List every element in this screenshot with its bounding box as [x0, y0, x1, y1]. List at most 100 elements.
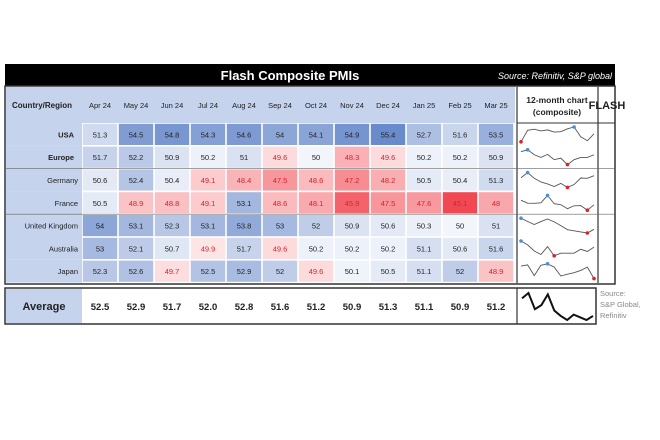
value-label: 45.1: [453, 199, 468, 208]
sparkline-min-marker: [519, 140, 523, 144]
value-label: 50.6: [93, 176, 108, 185]
value-label: 48.8: [165, 199, 180, 208]
month-header: Feb 25: [448, 101, 471, 110]
flash-header: FLASH: [589, 100, 626, 112]
month-header: Jun 24: [161, 101, 184, 110]
sparkline-min-marker: [585, 231, 590, 235]
value-label: 52.9: [237, 267, 252, 276]
value-cell: [226, 260, 262, 282]
value-label: 51.6: [453, 130, 468, 139]
value-cell: [262, 215, 298, 237]
value-cell: [478, 215, 514, 237]
value-cell: [334, 169, 370, 191]
value-label: 51.1: [417, 267, 432, 276]
value-cell: [298, 260, 334, 282]
value-cell: [190, 146, 226, 168]
value-label: 51.1: [417, 244, 432, 253]
sparkline-min-marker: [565, 185, 570, 190]
value-cell: [334, 215, 370, 237]
average-value: 52.0: [199, 302, 218, 313]
value-label: 50.9: [345, 222, 360, 231]
value-label: 50.1: [345, 267, 360, 276]
footer-source-line3: Refinitiv: [600, 311, 627, 320]
value-label: 51.6: [489, 244, 504, 253]
value-cell: [406, 146, 442, 168]
value-label: 50.6: [381, 222, 396, 231]
value-cell: [82, 192, 118, 214]
value-cell: [262, 192, 298, 214]
value-label: 47.5: [273, 176, 288, 185]
sparkline-max-marker: [572, 125, 576, 129]
value-cell: [118, 123, 154, 145]
value-cell: [334, 146, 370, 168]
value-cell: [370, 260, 406, 282]
value-cell: [118, 146, 154, 168]
value-cell: [478, 169, 514, 191]
value-cell: [226, 169, 262, 191]
value-cell: [406, 260, 442, 282]
average-value: 51.7: [163, 302, 182, 313]
row-sparkline: [520, 149, 595, 166]
value-cell: [406, 237, 442, 259]
value-cell: [154, 260, 190, 282]
value-label: 50.4: [453, 176, 468, 185]
value-cell: [226, 192, 262, 214]
value-cell: [442, 123, 478, 145]
value-cell: [334, 260, 370, 282]
value-cell: [154, 123, 190, 145]
value-cell: [370, 146, 406, 168]
value-cell: [262, 123, 298, 145]
value-cell: [406, 169, 442, 191]
month-header: Jul 24: [198, 101, 218, 110]
value-label: 52.1: [129, 244, 144, 253]
value-label: 48.1: [309, 199, 324, 208]
average-value: 51.2: [307, 302, 326, 313]
value-label: 52: [312, 222, 320, 231]
value-cell: [334, 192, 370, 214]
value-cell: [442, 146, 478, 168]
value-label: 50.9: [489, 153, 504, 162]
value-label: 54.5: [129, 130, 144, 139]
value-cell: [190, 169, 226, 191]
value-label: 50: [312, 153, 320, 162]
value-label: 48.9: [129, 199, 144, 208]
month-header: Aug 24: [232, 101, 256, 110]
value-label: 50.2: [453, 153, 468, 162]
month-header: Apr 24: [89, 101, 111, 110]
value-label: 50.3: [417, 222, 432, 231]
average-row-outline: [4, 287, 597, 325]
average-label: Average: [22, 301, 65, 313]
table-grid: Apr 24 May 24 Jun 24 Jul 24 Aug 24 Sep 24 Oct …: [6, 101, 615, 283]
value-cell: [154, 215, 190, 237]
value-label: 53.8: [237, 222, 252, 231]
value-label: 49.7: [165, 267, 180, 276]
title-bar: [5, 64, 615, 86]
value-cell: [442, 169, 478, 191]
month-header: Jan 25: [413, 101, 436, 110]
average-value: 50.9: [343, 302, 362, 313]
value-cell: [118, 260, 154, 282]
value-label: 54.3: [201, 130, 216, 139]
value-label: 49.6: [381, 153, 396, 162]
value-cell: [298, 123, 334, 145]
value-label: 53: [276, 222, 284, 231]
sparkline-max-marker: [519, 239, 523, 243]
row-label-australia: Australia: [49, 244, 79, 253]
month-header: Sep 24: [268, 101, 292, 110]
value-cell: [82, 215, 118, 237]
value-cell: [154, 192, 190, 214]
value-cell: [442, 192, 478, 214]
average-value: 52.9: [127, 302, 146, 313]
row-sparkline: [520, 240, 595, 257]
sparkline-max-marker: [525, 170, 530, 175]
value-label: 48.3: [345, 153, 360, 162]
value-label: 52.3: [165, 222, 180, 231]
row-sparkline: [520, 263, 595, 279]
value-label: 54: [276, 130, 284, 139]
row-label-cell: [6, 168, 82, 192]
value-label: 50.4: [165, 176, 180, 185]
average-label-cell: [6, 289, 82, 323]
value-cell: [190, 192, 226, 214]
value-label: 53.5: [489, 130, 504, 139]
sparkline-min-marker: [585, 208, 590, 212]
